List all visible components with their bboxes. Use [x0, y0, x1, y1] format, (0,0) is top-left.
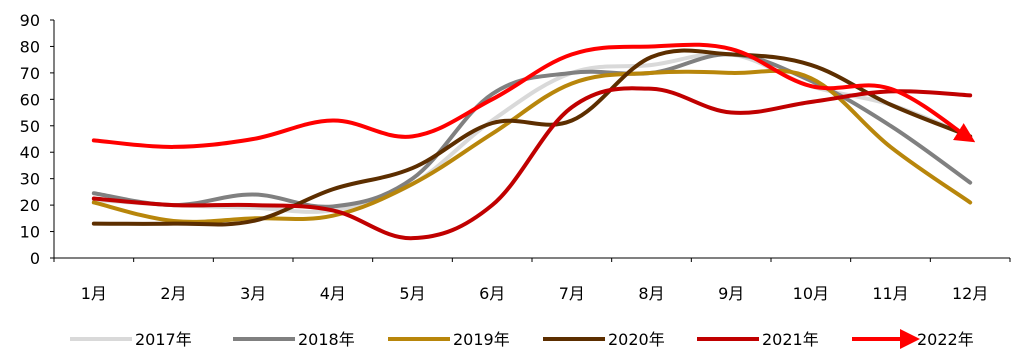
series-line-4: [91, 86, 973, 241]
x-tick-label: 9月: [718, 284, 744, 303]
x-tick-label: 8月: [638, 284, 664, 303]
y-tick-label: 10: [20, 223, 40, 242]
y-tick-label: 20: [20, 196, 40, 215]
axes: 0 10 20 30 40 50 60 70 80 90 1月 2月 3月 4月 5月 6月 7月 8月 9月 10月…: [20, 11, 1011, 303]
legend-label: 2021年: [762, 330, 819, 349]
series-line-3: [91, 48, 973, 227]
series-line-5: [91, 42, 976, 149]
series-layer: [91, 42, 976, 241]
x-tick-label: 7月: [559, 284, 585, 303]
legend-label: 2018年: [298, 330, 355, 349]
legend-label: 2017年: [135, 330, 192, 349]
y-tick-label: 30: [20, 170, 40, 189]
x-tick-label: 5月: [399, 284, 425, 303]
x-tick-label: 2月: [160, 284, 186, 303]
y-tick-label: 70: [20, 64, 40, 83]
legend-label: 2022年: [917, 330, 974, 349]
x-tick-label: 10月: [793, 284, 829, 303]
y-tick-label: 40: [20, 143, 40, 162]
x-tick-label: 4月: [320, 284, 346, 303]
y-tick-label: 0: [30, 249, 40, 268]
y-tick-label: 90: [20, 11, 40, 30]
y-tick-label: 80: [20, 37, 40, 56]
legend-label: 2019年: [453, 330, 510, 349]
y-tick-label: 60: [20, 90, 40, 109]
x-tick-label: 12月: [952, 284, 988, 303]
legend: 2017年 2018年 2019年 2020年 2021年 2022年: [70, 329, 974, 349]
x-tick-label: 11月: [872, 284, 908, 303]
y-tick-label: 50: [20, 117, 40, 136]
x-tick-label: 3月: [240, 284, 266, 303]
x-tick-label: 6月: [479, 284, 505, 303]
x-tick-label: 1月: [81, 284, 107, 303]
legend-label: 2020年: [608, 330, 665, 349]
